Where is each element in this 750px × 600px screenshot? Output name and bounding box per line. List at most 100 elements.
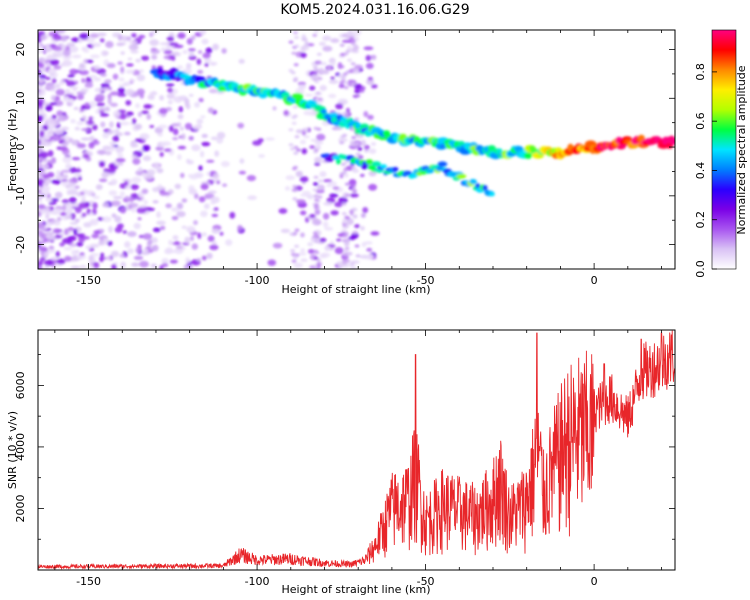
spectrogram-cell bbox=[161, 258, 169, 264]
spectrogram-cell bbox=[313, 182, 319, 186]
spectrogram-cell bbox=[200, 183, 209, 190]
spectrogram-cell bbox=[74, 126, 81, 131]
spectrogram-cell bbox=[66, 80, 76, 87]
spectrogram-cell bbox=[295, 129, 303, 134]
spectrogram-cell bbox=[38, 246, 48, 252]
spectrogram-cell bbox=[188, 51, 195, 57]
spectrogram-cell bbox=[103, 237, 109, 244]
spectrogram-cell bbox=[314, 251, 320, 255]
spectrogram-cell bbox=[171, 207, 180, 212]
spectrogram-cell bbox=[102, 132, 110, 139]
spectrogram-cell bbox=[92, 195, 100, 200]
spectrogram-cell bbox=[200, 115, 206, 119]
spectrogram-cell bbox=[278, 208, 288, 214]
spectrogram-ridge-cell bbox=[668, 137, 675, 145]
spectrogram-cell bbox=[120, 51, 125, 55]
spectrogram-cell bbox=[171, 123, 179, 127]
spectrogram-cell bbox=[343, 253, 348, 257]
spectrogram-cell bbox=[193, 172, 204, 179]
spectrogram-cell bbox=[309, 214, 316, 218]
spectrogram-cell bbox=[355, 254, 361, 258]
spectrogram-cell bbox=[105, 105, 110, 112]
spectrogram-cell bbox=[349, 36, 355, 40]
spectrogram-cell bbox=[186, 158, 191, 164]
spectrogram-cell bbox=[314, 144, 321, 150]
spectrogram-cell bbox=[357, 146, 363, 151]
spectrogram-cell bbox=[43, 254, 49, 259]
spectrogram-cell bbox=[196, 58, 202, 65]
spectrogram-cell bbox=[151, 54, 158, 60]
x-tick-label: -100 bbox=[245, 575, 270, 588]
spectrogram-cell bbox=[38, 78, 45, 84]
spectrogram-cell bbox=[69, 243, 77, 247]
spectrogram-cell bbox=[89, 135, 95, 142]
spectrogram-cell bbox=[44, 46, 53, 53]
spectrogram-cell bbox=[38, 44, 42, 49]
spectrogram-cell bbox=[307, 242, 314, 247]
spectrogram-cell bbox=[41, 158, 48, 163]
spectrogram-cell bbox=[45, 62, 51, 68]
spectrogram-cell bbox=[110, 250, 120, 258]
spectrogram-cell bbox=[141, 172, 148, 177]
spectrogram-cell bbox=[125, 36, 132, 41]
spectrogram-cell bbox=[353, 30, 362, 36]
spectrogram-cell bbox=[69, 68, 78, 75]
spectrogram-cell bbox=[139, 133, 150, 140]
spectrogram-cell bbox=[115, 157, 126, 163]
spectrogram-cell bbox=[293, 151, 299, 155]
spectrogram-cell bbox=[81, 128, 90, 132]
spectrogram-cell bbox=[316, 258, 322, 262]
spectrogram-cell bbox=[130, 141, 138, 148]
spectrogram-cell bbox=[183, 263, 193, 269]
spectrogram-cell bbox=[181, 225, 187, 229]
spectrogram-cell bbox=[194, 193, 199, 200]
spectrogram-cell bbox=[38, 199, 43, 203]
spectrogram-cell bbox=[127, 231, 137, 237]
spectrogram-cell bbox=[344, 160, 350, 164]
spectrogram-cell bbox=[335, 238, 342, 242]
spectrogram-cell bbox=[293, 114, 298, 118]
spectrogram-cell bbox=[363, 111, 369, 118]
spectrogram-cell bbox=[332, 186, 340, 190]
spectrogram-cell bbox=[91, 42, 102, 48]
spectrogram-cell bbox=[113, 196, 123, 200]
x-tick-label: 0 bbox=[591, 274, 598, 287]
spectrogram-cell bbox=[81, 78, 86, 83]
spectrogram-cell bbox=[38, 261, 43, 266]
spectrogram-cell bbox=[88, 255, 94, 262]
spectrogram-cell bbox=[294, 44, 300, 48]
spectrogram-cell bbox=[368, 170, 377, 177]
spectrogram-cell bbox=[149, 91, 158, 96]
spectrogram-cell bbox=[74, 173, 82, 178]
spectrogram-cell bbox=[133, 255, 144, 260]
spectrogram-cell bbox=[80, 236, 91, 240]
spectrogram-cell bbox=[341, 239, 347, 243]
spectrogram-cell bbox=[317, 97, 323, 101]
spectrogram-cell bbox=[200, 150, 205, 158]
spectrogram-cell bbox=[127, 57, 133, 61]
spectrogram-cell bbox=[238, 58, 245, 64]
spectrogram-cell bbox=[340, 101, 346, 105]
spectrogram-cell bbox=[172, 235, 179, 241]
spectrogram-cell bbox=[66, 42, 76, 47]
spectrogram-cell bbox=[168, 239, 173, 246]
spectrogram-cell bbox=[54, 208, 62, 213]
spectrogram-cell bbox=[166, 93, 175, 99]
spectrogram-cell bbox=[172, 128, 179, 136]
spectrogram-cell bbox=[238, 170, 246, 175]
spectrogram-cell bbox=[318, 71, 324, 75]
spectrogram-cell bbox=[76, 143, 87, 149]
spectrogram-cell bbox=[65, 88, 71, 96]
spectrogram-cell bbox=[44, 259, 54, 267]
spectrogram-cell bbox=[45, 188, 50, 196]
spectrogram-cell bbox=[167, 189, 174, 195]
spectrogram-cell bbox=[166, 36, 175, 42]
spectrogram-cell bbox=[39, 130, 45, 138]
spectrogram-cell bbox=[365, 62, 374, 69]
spectrogram-cell bbox=[52, 34, 62, 41]
spectrogram-cell bbox=[314, 80, 320, 84]
spectrogram-cell bbox=[158, 124, 168, 129]
spectrogram-cell bbox=[344, 182, 350, 186]
spectrogram-cell bbox=[49, 102, 57, 106]
spectrogram-branch-cell bbox=[469, 179, 477, 185]
